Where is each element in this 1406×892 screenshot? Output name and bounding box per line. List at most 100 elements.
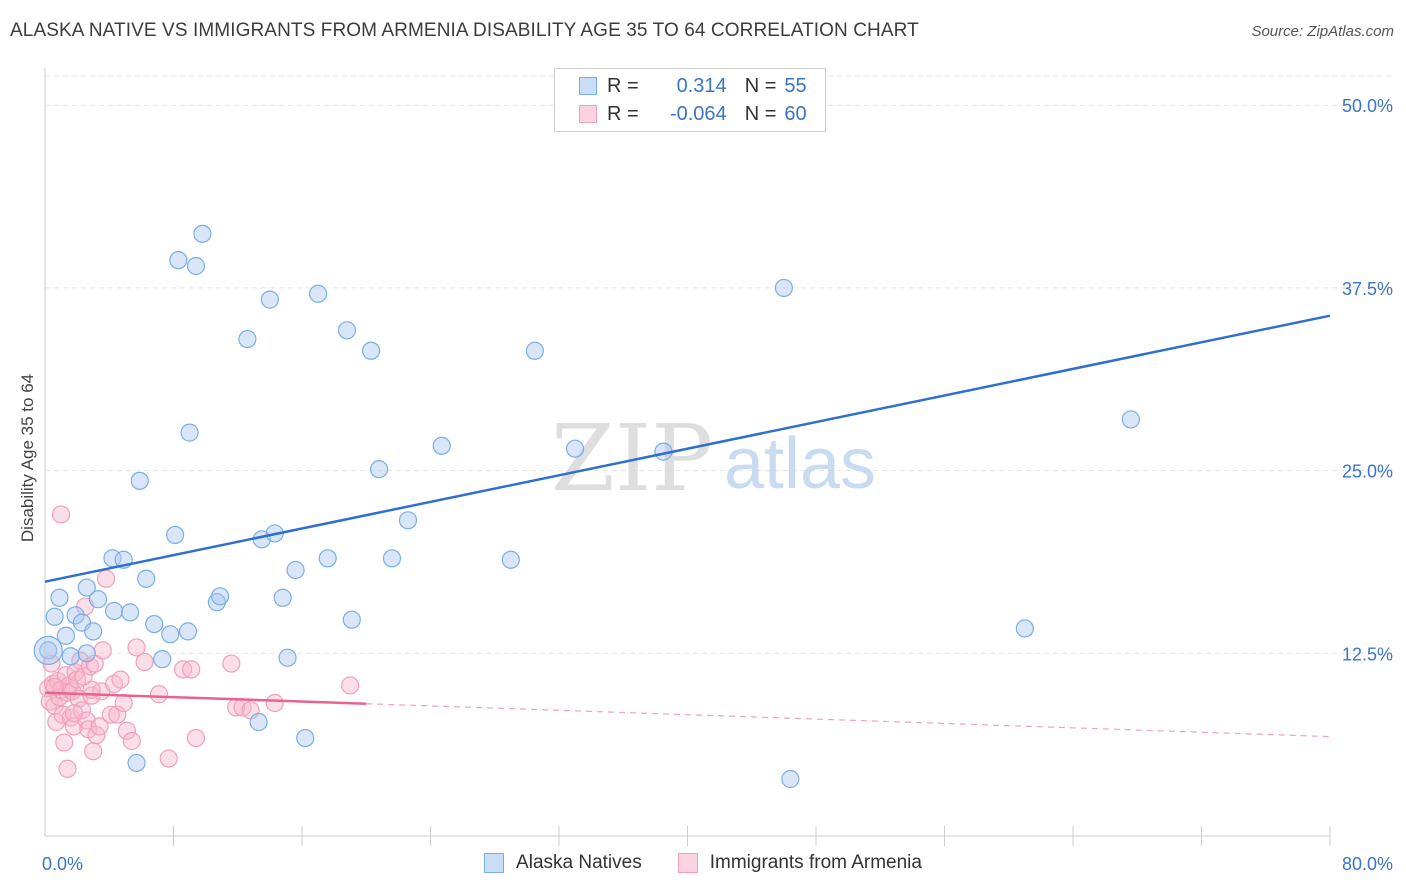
armenia-point [182, 660, 201, 679]
armenia-point [51, 505, 71, 524]
alaska-point [39, 641, 58, 660]
alaska-point [193, 224, 212, 243]
alaska-point [77, 644, 96, 663]
alaska-point [127, 753, 146, 773]
alaska-point [56, 626, 75, 645]
r-label: R = [607, 102, 639, 125]
alaska-point [207, 593, 226, 612]
chart-title: ALASKA NATIVE VS IMMIGRANTS FROM ARMENIA… [10, 20, 919, 41]
n-value-armenia: 60 [784, 102, 807, 125]
source-label: Source: ZipAtlas.com [1251, 23, 1394, 40]
legend-swatch-alaska [579, 77, 597, 95]
y-tick-label: 12.5% [1342, 644, 1393, 664]
armenia-point [111, 670, 130, 689]
armenia-point [55, 733, 74, 752]
alaska-point [774, 278, 793, 298]
armenia-point [96, 569, 116, 588]
alaska-point [249, 712, 268, 732]
alaska-point [432, 436, 451, 455]
watermark: ZIP atlas [551, 405, 876, 512]
alaska-point [382, 549, 402, 568]
armenia-point [58, 759, 77, 778]
series-alaska-points [33, 224, 1140, 789]
alaska-point [501, 550, 520, 569]
alaska-point [180, 423, 199, 442]
armenia-point [93, 641, 112, 660]
axes [44, 68, 1331, 846]
watermark-atlas: atlas [724, 424, 876, 504]
alaska-point [169, 251, 188, 270]
alaska-point [398, 511, 418, 530]
alaska-point [166, 525, 185, 545]
alaska-point [88, 590, 108, 609]
alaska-point [121, 603, 140, 622]
armenia-point [90, 717, 109, 736]
armenia-point [47, 712, 66, 732]
r-value-alaska: 0.314 [676, 74, 727, 97]
trend-line-armenia-dashed [366, 703, 1331, 738]
y-axis-label: Disability Age 35 to 64 [18, 373, 37, 543]
watermark-zip: ZIP [551, 405, 713, 512]
y-tick-label: 25.0% [1342, 462, 1393, 482]
armenia-point [122, 731, 141, 751]
alaska-point [104, 601, 124, 621]
n-label: N = [744, 102, 777, 125]
series-legend: Alaska Natives Immigrants from Armenia [0, 852, 1406, 874]
alaska-point [361, 341, 381, 360]
armenia-point [127, 638, 146, 657]
correlation-legend: R = 0.314 N = 55 R = -0.064 N = 60 [554, 68, 826, 132]
armenia-point [341, 676, 360, 695]
alaska-point [84, 622, 103, 641]
alaska-point [45, 607, 64, 626]
armenia-point [84, 742, 103, 761]
armenia-point [74, 667, 93, 686]
x-tick-label: 80.0% [1342, 854, 1393, 874]
tick-labels: 12.5% 25.0% 37.5% 50.0% 0.0% 80.0% [42, 96, 1393, 874]
alaska-point [1015, 619, 1034, 638]
legend-swatch-alaska [484, 853, 505, 873]
legend-item-armenia: Immigrants from Armenia [677, 852, 922, 874]
armenia-point [222, 654, 241, 673]
n-value-alaska: 55 [784, 74, 807, 97]
legend-row-armenia: R = -0.064 N = 60 [579, 101, 807, 127]
y-tick-label: 50.0% [1342, 96, 1393, 116]
alaska-point [260, 290, 279, 309]
legend-label-armenia: Immigrants from Armenia [709, 852, 922, 873]
r-value-armenia: -0.064 [669, 102, 727, 125]
alaska-point [308, 284, 328, 303]
grid-lines [45, 75, 1392, 654]
alaska-point [210, 587, 230, 606]
armenia-point [114, 693, 133, 713]
trend-lines [44, 314, 1331, 738]
alaska-point [525, 341, 545, 360]
alaska-point [781, 769, 800, 789]
alaska-point [565, 439, 585, 458]
alaska-point [161, 625, 180, 644]
alaska-point [50, 588, 69, 607]
armenia-point [149, 685, 169, 704]
trend-line-armenia [44, 691, 367, 705]
alaska-point [318, 549, 337, 568]
alaska-point [61, 647, 80, 666]
alaska-point [137, 569, 156, 588]
alaska-point [370, 460, 389, 479]
alaska-point [66, 606, 85, 625]
armenia-point [186, 728, 206, 748]
legend-label-alaska: Alaska Natives [516, 852, 642, 873]
armenia-point [63, 682, 82, 701]
legend-swatch-armenia [579, 105, 597, 123]
armenia-point [117, 721, 137, 740]
y-tick-label: 37.5% [1342, 279, 1393, 299]
alaska-point [238, 329, 257, 349]
armenia-point [64, 704, 84, 723]
alaska-point [1121, 410, 1140, 429]
armenia-point [45, 677, 64, 697]
alaska-point [337, 321, 357, 340]
armenia-point [108, 705, 127, 724]
alaska-point [77, 578, 96, 597]
legend-row-alaska: R = 0.314 N = 55 [579, 73, 807, 99]
alaska-point [273, 588, 292, 607]
alaska-point [178, 622, 198, 641]
legend-item-alaska: Alaska Natives [484, 852, 642, 874]
alaska-point [153, 650, 172, 669]
